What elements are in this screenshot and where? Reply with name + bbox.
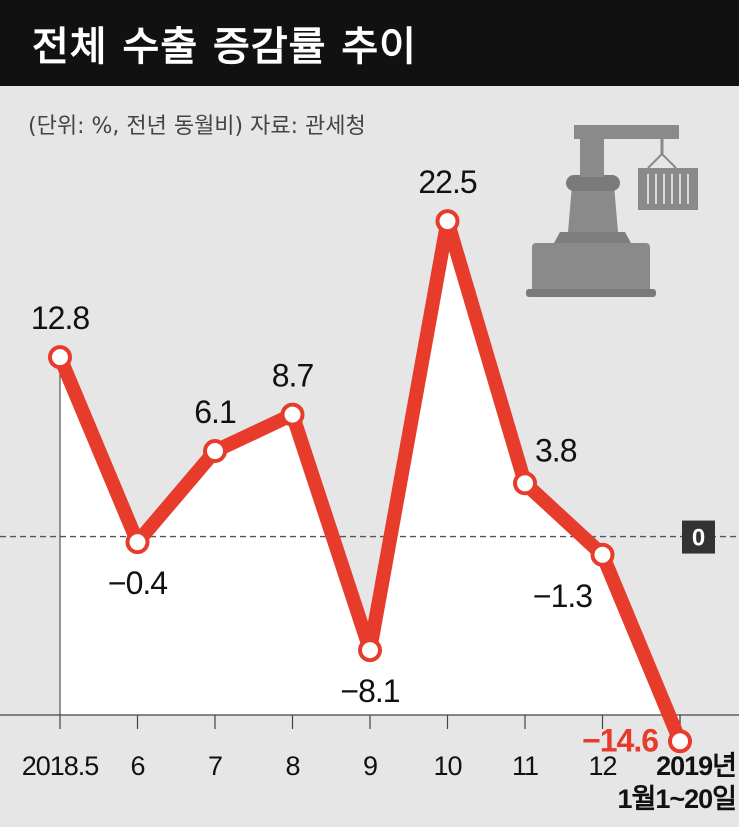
x-label-2: 6 bbox=[130, 751, 144, 781]
area-under-line bbox=[60, 221, 680, 742]
x-label-7: 11 bbox=[512, 751, 538, 781]
zero-badge: 0 bbox=[682, 520, 715, 554]
crane-tower bbox=[568, 185, 618, 232]
x-label-8: 12 bbox=[588, 751, 616, 781]
data-point-4 bbox=[280, 402, 305, 427]
crane-mast bbox=[580, 135, 604, 177]
crane-platform bbox=[554, 232, 631, 243]
crane-sling-left bbox=[647, 153, 663, 169]
zero-badge-box bbox=[682, 520, 715, 554]
crane-foot bbox=[526, 289, 656, 297]
data-point-2 bbox=[125, 530, 150, 555]
x-label-5: 9 bbox=[363, 751, 377, 781]
data-label-9: −14.6 bbox=[582, 722, 658, 758]
data-point-5 bbox=[358, 638, 382, 663]
data-point-1 bbox=[48, 345, 72, 370]
data-labels: 12.8 −0.4 6.1 8.7 −8.1 22.5 3.8 −1.3 −14.6 bbox=[31, 164, 659, 758]
title-bar: 전체 수출 증감률 추이 bbox=[0, 0, 739, 86]
data-point-6 bbox=[435, 209, 460, 234]
chart-title: 전체 수출 증감률 추이 bbox=[32, 24, 417, 70]
x-axis-ticks bbox=[59, 715, 681, 729]
data-point-7 bbox=[513, 471, 537, 496]
x-label-9-line-2: 1월1~20일 bbox=[617, 784, 736, 814]
crane-base bbox=[532, 243, 650, 293]
zero-badge-label: 0 bbox=[692, 525, 705, 552]
data-label-7: 3.8 bbox=[535, 432, 577, 468]
data-label-6: 22.5 bbox=[418, 164, 476, 200]
data-point-9 bbox=[668, 729, 692, 754]
data-label-3: 6.1 bbox=[194, 394, 236, 430]
data-label-8: −1.3 bbox=[533, 578, 592, 614]
crane-jib bbox=[574, 125, 679, 139]
port-crane-container-icon bbox=[526, 125, 698, 297]
unit-source-note: (단위: %, 전년 동월비) 자료: 관세청 bbox=[28, 114, 366, 139]
x-label-9-line-1: 2019년 bbox=[656, 751, 736, 781]
data-points bbox=[48, 209, 692, 754]
x-label-3: 7 bbox=[208, 751, 222, 781]
crane-cab bbox=[566, 175, 620, 191]
data-label-5: −8.1 bbox=[340, 673, 399, 709]
data-point-3 bbox=[203, 439, 227, 464]
container-ribs bbox=[647, 174, 689, 204]
x-label-1: 2018.5 bbox=[22, 751, 99, 781]
x-label-6: 10 bbox=[433, 751, 461, 781]
data-point-8 bbox=[590, 542, 615, 567]
x-label-4: 8 bbox=[285, 751, 299, 781]
data-label-2: −0.4 bbox=[108, 565, 167, 601]
crane-sling-right bbox=[661, 153, 677, 169]
data-label-1: 12.8 bbox=[31, 300, 89, 336]
data-label-4: 8.7 bbox=[272, 358, 314, 394]
